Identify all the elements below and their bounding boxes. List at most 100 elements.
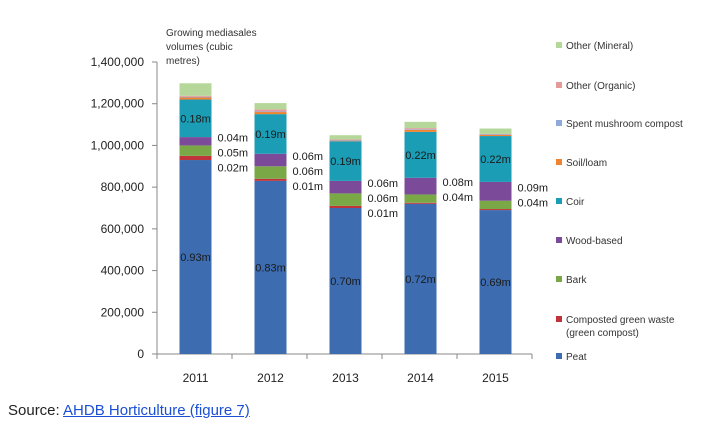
y-tick-label: 600,000 xyxy=(101,222,145,236)
data-label: 0.09m xyxy=(518,182,549,194)
data-label: 0.22m xyxy=(480,154,511,166)
source-prefix: Source: xyxy=(8,402,64,419)
legend-swatch xyxy=(556,120,562,126)
bar-segment-soil-loam xyxy=(479,135,512,137)
bar-segment-other-organic- xyxy=(404,128,437,130)
y-tick-label: 0 xyxy=(137,347,144,361)
bar-segment-peat xyxy=(404,203,437,354)
legend-swatch xyxy=(556,42,562,48)
bar-segment-soil-loam xyxy=(329,140,362,142)
data-label: 0.83m xyxy=(255,262,286,274)
source-line: Source: AHDB Horticulture (figure 7) xyxy=(8,402,250,419)
y-tick-label: 1,200,000 xyxy=(91,97,145,111)
data-label: 0.04m xyxy=(218,132,249,144)
legend-swatch xyxy=(556,159,562,165)
source-link[interactable]: AHDB Horticulture (figure 7) xyxy=(63,402,250,419)
bar-segment-peat xyxy=(254,180,287,354)
chart-title-line: Growing mediasales xyxy=(166,28,257,39)
data-label: 0.06m xyxy=(293,166,324,178)
bar-segment-other-organic- xyxy=(179,95,212,97)
legend-swatch xyxy=(556,316,562,322)
legend-label: (green compost) xyxy=(566,328,639,339)
y-tick-label: 1,400,000 xyxy=(91,55,145,69)
data-label: 0.19m xyxy=(330,156,361,168)
data-label: 0.72m xyxy=(405,274,436,286)
y-tick-label: 800,000 xyxy=(101,180,145,194)
bar-segment-spent-mushroom-compost xyxy=(179,96,212,98)
data-label: 0.06m xyxy=(368,193,399,205)
data-label: 0.01m xyxy=(368,208,399,220)
bar-segment-other-organic- xyxy=(479,133,512,135)
legend-label: Other (Organic) xyxy=(566,81,635,92)
legend-label: Coir xyxy=(566,197,585,208)
bar-segment-spent-mushroom-compost xyxy=(404,129,437,130)
data-label: 0.18m xyxy=(180,113,211,125)
data-label: 0.02m xyxy=(218,162,249,174)
chart-title-line: volumes (cubic xyxy=(166,42,233,53)
legend-label: Other (Mineral) xyxy=(566,41,633,52)
stacked-bar-chart: Growing mediasales volumes (cubic metres) 0… xyxy=(91,28,683,385)
data-label: 0.22m xyxy=(405,150,436,162)
bar-segment-spent-mushroom-compost xyxy=(329,140,362,141)
legend-swatch xyxy=(556,237,562,243)
bar-segment-other-mineral- xyxy=(479,128,512,134)
bar-segment-coir xyxy=(404,131,437,178)
x-tick-label: 2011 xyxy=(183,371,209,385)
y-tick-label: 200,000 xyxy=(101,305,145,319)
data-label: 0.04m xyxy=(443,192,474,204)
bar-segment-composted-green-waste-green-compost- xyxy=(254,178,287,181)
bar-segment-composted-green-waste-green-compost- xyxy=(329,205,362,208)
bar-segment-other-mineral- xyxy=(329,135,362,140)
bar-segment-spent-mushroom-compost xyxy=(479,134,512,135)
legend-swatch xyxy=(556,353,562,359)
bar-segment-wood-based xyxy=(404,177,437,195)
legend-label: Bark xyxy=(566,275,588,286)
x-tick-label: 2012 xyxy=(257,371,284,385)
chart-title-line: metres) xyxy=(166,56,200,67)
x-tick-label: 2015 xyxy=(482,371,509,385)
bar-segment-other-mineral- xyxy=(179,83,212,96)
x-tick-label: 2014 xyxy=(407,371,434,385)
bar-segment-other-mineral- xyxy=(254,103,287,110)
bar-segment-composted-green-waste-green-compost- xyxy=(404,202,437,204)
bar-segment-peat xyxy=(479,210,512,354)
data-label: 0.70m xyxy=(330,276,361,288)
data-label: 0.93m xyxy=(180,252,211,264)
bar-segment-coir xyxy=(254,114,287,154)
legend-label: Composted green waste xyxy=(566,315,675,326)
bar-segment-wood-based xyxy=(479,181,512,201)
data-label: 0.19m xyxy=(255,129,286,141)
bar-segment-wood-based xyxy=(329,180,362,194)
legend-swatch xyxy=(556,276,562,282)
bar-segment-composted-green-waste-green-compost- xyxy=(179,155,212,161)
bar-segment-soil-loam xyxy=(179,97,212,100)
x-tick-label: 2013 xyxy=(332,371,359,385)
bar-segment-other-organic- xyxy=(254,109,287,112)
data-label: 0.69m xyxy=(480,277,511,289)
bar-segment-other-mineral- xyxy=(404,121,437,129)
bar-segment-spent-mushroom-compost xyxy=(254,111,287,113)
legend-label: Peat xyxy=(566,352,587,363)
bar-segment-soil-loam xyxy=(254,112,287,115)
bar-segment-bark xyxy=(479,200,512,210)
bar-segment-bark xyxy=(179,145,212,156)
bar-segment-bark xyxy=(254,166,287,179)
legend-swatch xyxy=(556,198,562,204)
bar-segment-peat xyxy=(329,208,362,354)
data-label: 0.01m xyxy=(293,181,324,193)
bar-segment-bark xyxy=(329,193,362,206)
data-label: 0.04m xyxy=(518,197,549,209)
data-label: 0.08m xyxy=(443,177,474,189)
legend-label: Wood-based xyxy=(566,236,623,247)
bar-segment-coir xyxy=(479,136,512,182)
data-label: 0.06m xyxy=(293,151,324,163)
y-tick-label: 400,000 xyxy=(101,264,145,278)
bar-segment-soil-loam xyxy=(404,129,437,132)
data-label: 0.06m xyxy=(368,178,399,190)
y-tick-label: 1,000,000 xyxy=(91,138,145,152)
bar-segment-wood-based xyxy=(179,137,212,146)
legend-swatch xyxy=(556,82,562,88)
legend-label: Spent mushroom compost xyxy=(566,119,683,130)
bar-segment-peat xyxy=(179,160,212,354)
bar-segment-other-organic- xyxy=(329,139,362,141)
